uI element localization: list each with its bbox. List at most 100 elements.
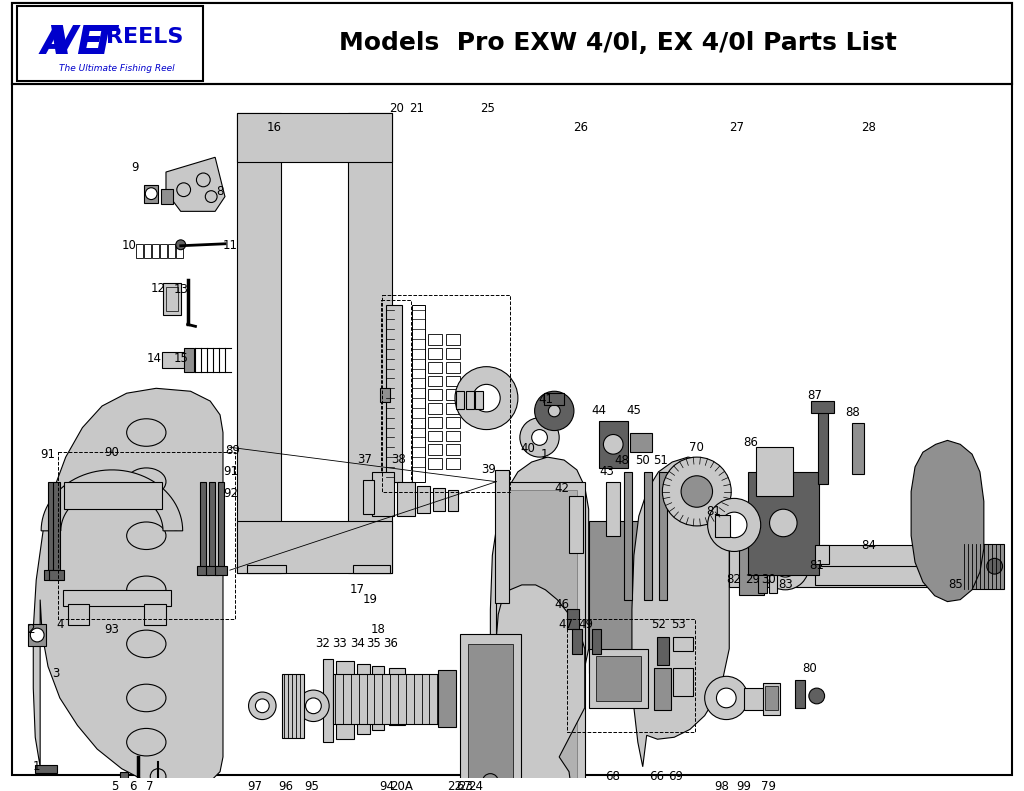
Text: 98: 98 <box>714 780 729 791</box>
Circle shape <box>603 434 623 454</box>
Bar <box>44 570 58 580</box>
Bar <box>35 765 57 773</box>
Text: 24: 24 <box>468 780 483 791</box>
Circle shape <box>721 512 746 538</box>
Bar <box>352 566 390 573</box>
Bar <box>763 683 780 714</box>
Bar <box>428 376 442 386</box>
Polygon shape <box>497 585 585 791</box>
Circle shape <box>987 558 1002 574</box>
Circle shape <box>520 418 559 457</box>
Bar <box>176 244 182 258</box>
Text: 18: 18 <box>371 623 386 636</box>
Text: 9: 9 <box>131 161 138 173</box>
Text: 26: 26 <box>573 121 589 134</box>
Bar <box>657 637 670 664</box>
Bar <box>389 668 404 725</box>
Text: 92: 92 <box>223 487 239 500</box>
Bar <box>183 348 194 372</box>
Text: 12: 12 <box>151 282 166 294</box>
Text: 91: 91 <box>41 448 55 460</box>
Bar <box>412 305 426 482</box>
Circle shape <box>249 692 276 720</box>
Bar <box>324 659 333 742</box>
Bar <box>29 624 46 645</box>
Circle shape <box>176 240 185 250</box>
Text: 69: 69 <box>668 770 683 783</box>
Bar <box>237 113 281 573</box>
Bar <box>769 539 777 592</box>
Bar <box>815 544 828 564</box>
Text: 33: 33 <box>333 638 347 650</box>
Bar <box>592 629 601 653</box>
Text: 1: 1 <box>541 448 548 460</box>
Text: 21: 21 <box>410 101 424 115</box>
Text: 11: 11 <box>222 239 238 252</box>
Text: 50: 50 <box>635 453 650 467</box>
Text: 1: 1 <box>33 760 40 774</box>
Bar <box>748 472 819 575</box>
Text: 52: 52 <box>651 618 666 630</box>
Bar <box>630 433 651 452</box>
Bar <box>162 352 189 368</box>
Bar <box>136 244 143 258</box>
Bar <box>758 539 767 592</box>
Bar <box>446 361 460 373</box>
Bar <box>209 482 215 570</box>
Bar <box>386 305 401 482</box>
Bar <box>818 403 827 483</box>
Text: 68: 68 <box>605 770 620 783</box>
Polygon shape <box>490 457 589 766</box>
Text: 48: 48 <box>614 453 630 467</box>
Circle shape <box>255 699 269 713</box>
Text: 30: 30 <box>761 573 776 586</box>
Text: 45: 45 <box>627 404 641 418</box>
Text: 15: 15 <box>173 352 188 365</box>
Bar <box>428 430 442 441</box>
Text: 20A: 20A <box>390 780 414 791</box>
Text: 25: 25 <box>480 101 495 115</box>
Text: 49: 49 <box>579 618 593 630</box>
Bar <box>589 649 647 708</box>
Bar <box>475 392 482 409</box>
Bar <box>496 470 509 603</box>
Circle shape <box>535 392 573 430</box>
Bar <box>381 300 411 491</box>
Bar <box>168 244 175 258</box>
Text: 88: 88 <box>845 407 859 419</box>
Text: 43: 43 <box>599 465 613 479</box>
Text: VE: VE <box>47 25 103 62</box>
Bar <box>456 392 464 409</box>
Bar <box>48 482 55 575</box>
Text: 66: 66 <box>649 770 664 783</box>
Text: 91: 91 <box>223 465 239 479</box>
Text: 79: 79 <box>761 780 776 791</box>
Bar <box>63 482 162 509</box>
Bar <box>466 392 474 409</box>
Text: 27: 27 <box>729 121 743 134</box>
Bar <box>428 348 442 359</box>
Bar <box>428 417 442 428</box>
Bar <box>729 546 990 587</box>
Text: 99: 99 <box>736 780 752 791</box>
Bar <box>428 445 442 455</box>
Bar <box>428 458 442 469</box>
Bar <box>589 521 643 673</box>
Polygon shape <box>911 441 984 602</box>
Bar <box>120 772 128 787</box>
Bar <box>460 634 521 791</box>
Circle shape <box>809 688 824 704</box>
Bar <box>53 482 59 575</box>
Bar <box>673 637 693 651</box>
Bar <box>218 482 224 570</box>
Bar <box>237 113 392 162</box>
Text: 6: 6 <box>129 780 136 791</box>
Circle shape <box>663 457 731 526</box>
Circle shape <box>455 367 518 430</box>
Bar <box>567 610 579 629</box>
Text: 81: 81 <box>809 558 824 572</box>
Text: 90: 90 <box>104 445 120 459</box>
Text: 14: 14 <box>146 352 162 365</box>
Text: 20: 20 <box>389 101 404 115</box>
Text: 96: 96 <box>279 780 294 791</box>
